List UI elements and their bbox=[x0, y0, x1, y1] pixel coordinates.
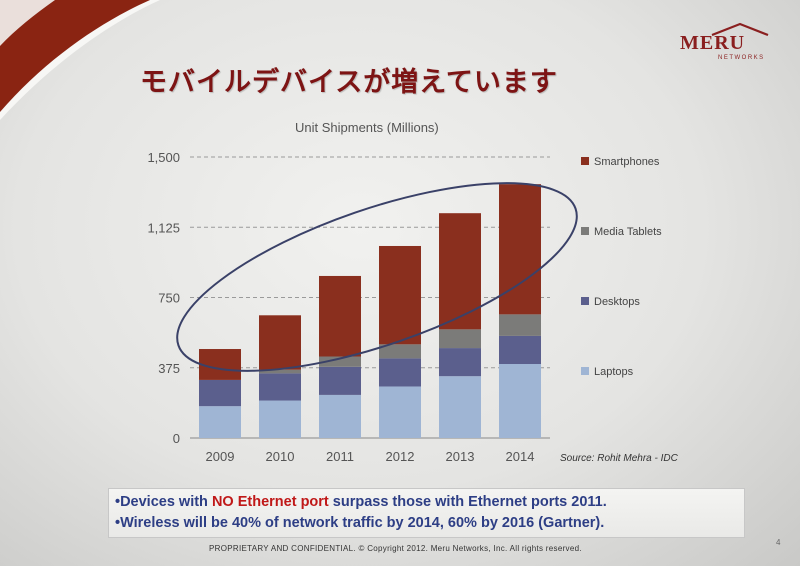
bar-segment bbox=[379, 344, 421, 359]
logo-subtext: NETWORKS bbox=[718, 55, 765, 61]
bar-segment bbox=[319, 366, 361, 395]
note-line-1: •Devices with NO Ethernet port surpass t… bbox=[115, 492, 738, 513]
bar-segment bbox=[379, 386, 421, 438]
x-tick-label: 2012 bbox=[386, 449, 415, 464]
bar-segment bbox=[319, 356, 361, 367]
highlight-ellipse bbox=[176, 182, 578, 372]
bar-segment bbox=[259, 369, 301, 374]
bar-segment bbox=[439, 213, 481, 330]
x-tick-label: 2009 bbox=[206, 449, 235, 464]
bar-segment bbox=[499, 335, 541, 365]
note1-prefix: •Devices with bbox=[115, 494, 212, 510]
x-tick-label: 2013 bbox=[446, 449, 475, 464]
y-tick-label: 1,125 bbox=[147, 220, 180, 235]
bar-segment bbox=[499, 184, 541, 315]
bar-segment bbox=[499, 314, 541, 336]
y-tick-label: 375 bbox=[158, 361, 180, 376]
legend-label: Laptops bbox=[594, 366, 634, 378]
legend-label: Smartphones bbox=[594, 156, 660, 168]
bar-segment bbox=[439, 376, 481, 438]
bar-segment bbox=[379, 358, 421, 387]
legend-swatch bbox=[581, 297, 589, 305]
logo-wordmark: MERU bbox=[680, 32, 746, 54]
bar-segment bbox=[319, 275, 361, 357]
bar-segment bbox=[499, 364, 541, 438]
legend-swatch bbox=[581, 227, 589, 235]
bar-segment bbox=[319, 394, 361, 438]
footer-copyright: PROPRIETARY AND CONFIDENTIAL. © Copyrigh… bbox=[209, 544, 582, 553]
y-tick-label: 1,500 bbox=[147, 150, 180, 165]
bar-segment bbox=[199, 349, 241, 380]
logo-roof-icon bbox=[711, 22, 769, 36]
bar-segment bbox=[439, 348, 481, 377]
y-tick-label: 0 bbox=[173, 431, 180, 446]
bar-segment bbox=[199, 406, 241, 438]
bar-segment bbox=[259, 400, 301, 438]
x-tick-label: 2011 bbox=[326, 449, 354, 464]
bar-segment bbox=[259, 315, 301, 370]
legend-swatch bbox=[581, 157, 589, 165]
legend-label: Media Tablets bbox=[594, 226, 662, 238]
chart-title: Unit Shipments (Millions) bbox=[295, 120, 439, 135]
page-number: 4 bbox=[776, 538, 781, 547]
note-line-2: •Wireless will be 40% of network traffic… bbox=[115, 515, 605, 531]
note1-suffix: surpass those with Ethernet ports 2011. bbox=[328, 494, 607, 510]
corner-swoosh-decoration bbox=[0, 0, 160, 120]
slide-title: モバイルデバイスが増えています bbox=[140, 67, 558, 98]
bar-segment bbox=[379, 245, 421, 345]
bar-segment bbox=[199, 379, 241, 407]
note1-highlight: NO Ethernet port bbox=[211, 494, 329, 510]
stacked-bar-chart: 0 375 750 1,125 1,500 2009 2010 2011 2012 2013 201… bbox=[147, 150, 662, 464]
meru-logo: MERU NETWORKS bbox=[680, 22, 785, 66]
legend-swatch bbox=[581, 367, 589, 375]
chart-source: Source: Rohit Mehra - IDC bbox=[560, 453, 678, 464]
x-tick-label: 2010 bbox=[266, 449, 295, 464]
bar-segment bbox=[259, 373, 301, 401]
notes-box: •Devices with NO Ethernet port surpass t… bbox=[108, 488, 745, 538]
x-tick-label: 2014 bbox=[506, 449, 535, 464]
y-tick-label: 750 bbox=[158, 291, 180, 306]
legend-label: Desktops bbox=[594, 296, 640, 308]
bar-segment bbox=[439, 329, 481, 349]
